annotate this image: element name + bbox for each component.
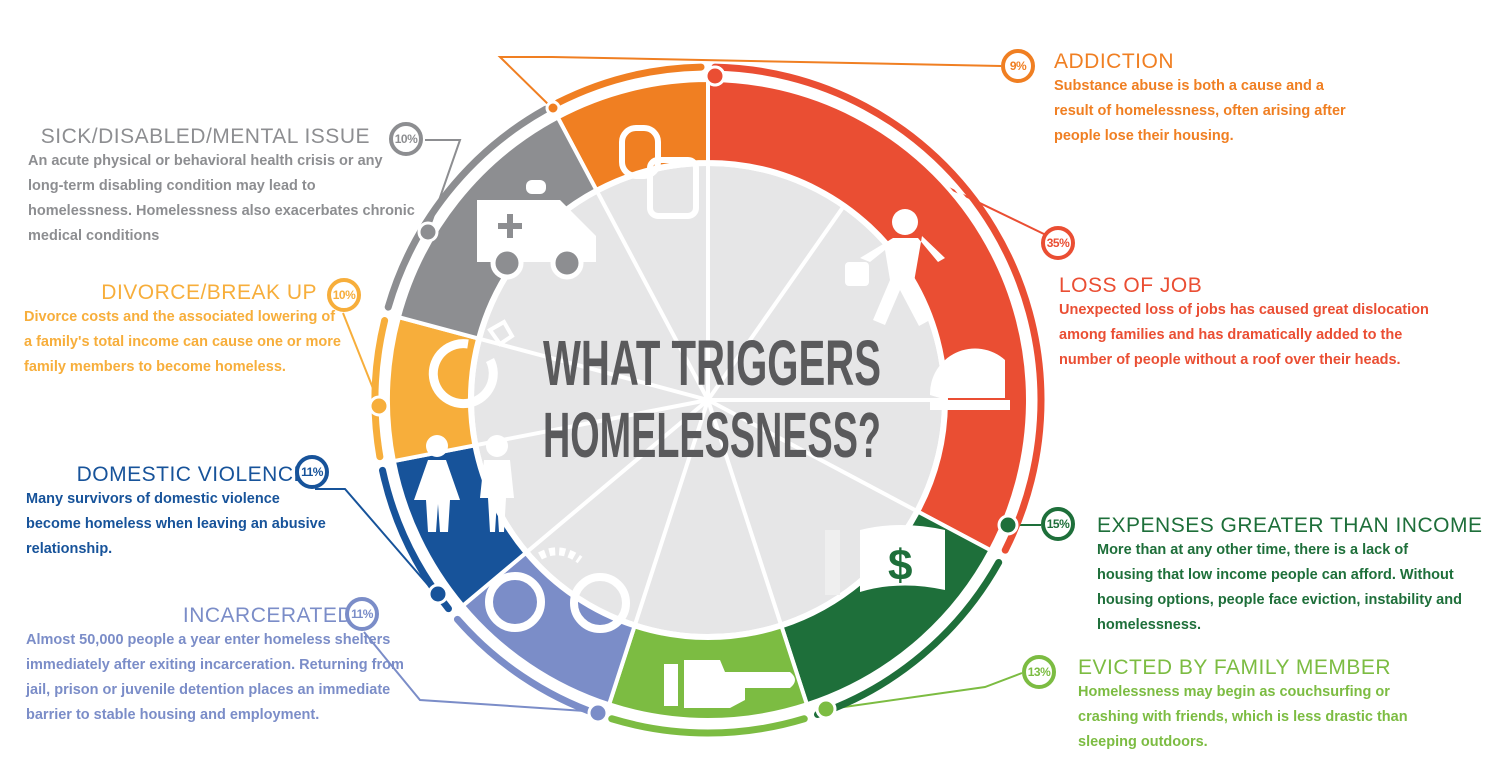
category-title: DOMESTIC VIOLENCE	[76, 463, 308, 486]
handcuffs-icon	[485, 547, 630, 633]
worker-hardhat-icon	[845, 209, 1010, 410]
marker-dot	[587, 702, 609, 724]
marker-dot	[368, 395, 390, 417]
outer-arc	[384, 105, 550, 311]
category-title: LOSS OF JOB	[1059, 274, 1203, 297]
divider-line	[477, 336, 709, 402]
slice-icons: $	[414, 125, 1010, 708]
backpack-icon	[619, 125, 699, 219]
ring-icon	[428, 319, 515, 409]
category-description: Almost 50,000 people a year enter homele…	[26, 632, 404, 723]
outer-arc	[554, 63, 705, 107]
category-expenses: EXPENSES GREATER THAN INCOME More than a…	[1097, 514, 1487, 638]
category-description: More than at any other time, there is a …	[1097, 542, 1462, 633]
pct-badge-loss-of-job: 35%	[1041, 226, 1075, 260]
pct-badge-domestic-violence: 11%	[295, 455, 329, 489]
category-description: Many survivors of domestic violence beco…	[26, 491, 326, 557]
title-line: WHAT TRIGGERS	[543, 327, 881, 399]
connector-line	[315, 488, 436, 594]
category-title: SICK/DISABLED/MENTAL ISSUE	[40, 125, 370, 148]
pct-badge-addiction: 9%	[1001, 49, 1035, 83]
divider-line	[632, 399, 710, 627]
pointing-hand-icon	[664, 660, 795, 708]
category-description: Substance abuse is both a cause and a re…	[1054, 78, 1346, 144]
category-description: Unexpected loss of jobs has caused great…	[1059, 302, 1429, 368]
outer-arcs	[368, 63, 1045, 737]
pct-badge-divorce: 10%	[327, 278, 361, 312]
marker-dot	[427, 583, 449, 605]
divider-line	[524, 398, 710, 555]
divider-line	[594, 188, 710, 401]
marker-dot	[545, 100, 561, 116]
connector-line	[829, 672, 1023, 710]
outer-arc	[371, 317, 389, 461]
svg-text:$: $	[888, 541, 912, 590]
outer-arc	[453, 615, 602, 718]
connector-line	[363, 631, 601, 713]
category-description: Divorce costs and the associated lowerin…	[24, 309, 341, 375]
pct-badge-expenses: 15%	[1041, 507, 1075, 541]
category-title: ADDICTION	[1054, 50, 1174, 73]
woman-man-icon	[414, 435, 514, 532]
pct-badge-sick: 10%	[389, 122, 423, 156]
outer-arc	[814, 558, 1003, 718]
marker-dot	[704, 65, 726, 87]
category-description: Homelessness may begin as couchsurfing o…	[1078, 684, 1408, 750]
category-divorce: DIVORCE/BREAK UP Divorce costs and the a…	[24, 281, 369, 380]
marker-dot	[815, 698, 837, 720]
divider-line	[707, 398, 920, 514]
divider-line	[473, 398, 709, 448]
category-title: EVICTED BY FAMILY MEMBER	[1078, 656, 1392, 679]
ambulance-icon	[477, 180, 596, 280]
category-title: EXPENSES GREATER THAN INCOME	[1097, 514, 1483, 537]
divider-line	[706, 399, 784, 627]
category-domestic-violence: DOMESTIC VIOLENCE Many survivors of dome…	[20, 463, 360, 562]
pct-badge-incarcerated: 11%	[345, 597, 379, 631]
category-loss-of-job: LOSS OF JOB Unexpected loss of jobs has …	[1059, 274, 1459, 373]
category-description: An acute physical or behavioral health c…	[28, 153, 415, 244]
outer-arc	[711, 63, 1045, 554]
divider-line	[706, 203, 847, 402]
pct-badge-evicted: 13%	[1022, 655, 1056, 689]
category-evicted: EVICTED BY FAMILY MEMBER Homelessness ma…	[1078, 656, 1478, 755]
category-title: INCARCERATED	[182, 604, 353, 627]
marker-dot	[417, 221, 439, 243]
wedge-loss-of-job	[706, 77, 1030, 553]
category-incarcerated: INCARCERATED Almost 50,000 people a year…	[20, 604, 405, 728]
category-addiction: ADDICTION Substance abuse is both a caus…	[1054, 50, 1374, 149]
category-sick: SICK/DISABLED/MENTAL ISSUE An acute phys…	[22, 125, 422, 249]
category-title: DIVORCE/BREAK UP	[101, 281, 317, 304]
connector-line	[497, 56, 1002, 109]
outer-arc	[608, 715, 808, 737]
marker-dot	[997, 514, 1019, 536]
title-line: HOMELESSNESS?	[543, 399, 881, 471]
money-icon: $	[825, 525, 945, 595]
